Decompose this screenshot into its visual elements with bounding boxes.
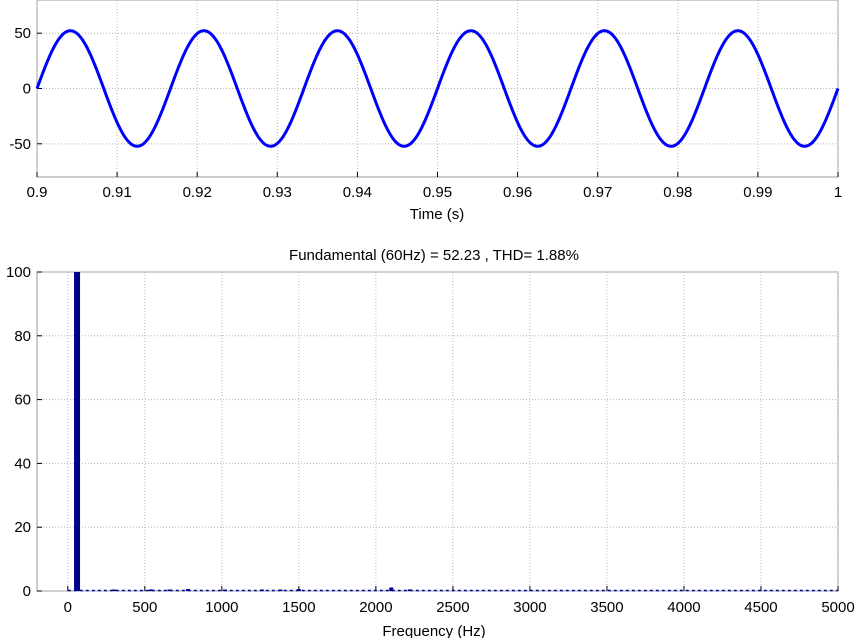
waveform-x-tick-label: 0.93 bbox=[263, 184, 292, 201]
waveform-y-tick-label: 0 bbox=[23, 81, 31, 98]
spectrum-plot-area bbox=[36, 271, 839, 592]
waveform-x-tick-label: 0.96 bbox=[503, 184, 532, 201]
waveform-x-tick-label: 0.99 bbox=[743, 184, 772, 201]
waveform-x-tick-label: 0.92 bbox=[183, 184, 212, 201]
waveform-x-tick-label: 0.95 bbox=[423, 184, 452, 201]
spectrum-bar bbox=[112, 589, 117, 591]
spectrum-y-tick-label: 80 bbox=[14, 328, 31, 345]
spectrum-axes: Fundamental (60Hz) = 52.23 , THD= 1.88% … bbox=[6, 247, 855, 638]
spectrum-x-tick-label: 5000 bbox=[821, 599, 854, 616]
spectrum-bar bbox=[407, 589, 412, 591]
waveform-x-tick-label: 1 bbox=[834, 184, 842, 201]
spectrum-y-tick-label: 40 bbox=[14, 455, 31, 472]
waveform-x-tick-label: 0.98 bbox=[663, 184, 692, 201]
waveform-grid bbox=[36, 0, 839, 177]
spectrum-x-tick-label: 3000 bbox=[513, 599, 546, 616]
spectrum-bar bbox=[148, 589, 153, 591]
spectrum-x-tick-label: 1500 bbox=[282, 599, 315, 616]
waveform-axes: 0.9 0.91 0.92 0.93 0.94 0.95 0.96 0.97 0.98 0.99 1… bbox=[9, 0, 842, 223]
spectrum-bars bbox=[67, 272, 838, 592]
spectrum-bar bbox=[389, 587, 394, 591]
waveform-x-tick-label: 0.9 bbox=[27, 184, 48, 201]
spectrum-y-tick-label: 60 bbox=[14, 392, 31, 409]
spectrum-x-tick-label: 4500 bbox=[744, 599, 777, 616]
waveform-y-tick-label: 50 bbox=[14, 25, 31, 42]
spectrum-y-tick-label: 0 bbox=[23, 583, 31, 600]
spectrum-x-tick-label: 3500 bbox=[590, 599, 623, 616]
spectrum-y-tick-label: 100 bbox=[6, 264, 31, 281]
spectrum-bar bbox=[185, 589, 190, 591]
waveform-series-line bbox=[35, 29, 840, 148]
spectrum-bar bbox=[278, 589, 283, 591]
spectrum-bar bbox=[167, 589, 172, 591]
waveform-x-axis-label: Time (s) bbox=[410, 206, 464, 223]
spectrum-x-tick-label: 2000 bbox=[359, 599, 392, 616]
waveform-x-tick-label: 0.97 bbox=[583, 184, 612, 201]
spectrum-x-tick-label: 2500 bbox=[436, 599, 469, 616]
spectrum-x-tick-label: 1000 bbox=[205, 599, 238, 616]
spectrum-x-tick-label: 4000 bbox=[667, 599, 700, 616]
spectrum-grid bbox=[37, 271, 839, 592]
waveform-x-tick-label: 0.94 bbox=[343, 184, 372, 201]
spectrum-bar bbox=[296, 589, 301, 591]
spectrum-bar bbox=[74, 272, 81, 591]
spectrum-bar bbox=[222, 589, 227, 591]
spectrum-x-tick-label: 500 bbox=[132, 599, 157, 616]
waveform-ticks: 0.9 0.91 0.92 0.93 0.94 0.95 0.96 0.97 0.98 0.99 1… bbox=[9, 25, 842, 201]
waveform-x-tick-label: 0.91 bbox=[102, 184, 131, 201]
waveform-y-tick-label: -50 bbox=[9, 136, 31, 153]
spectrum-x-axis-label: Frequency (Hz) bbox=[382, 623, 485, 638]
spectrum-title: Fundamental (60Hz) = 52.23 , THD= 1.88% bbox=[289, 247, 579, 264]
spectrum-ticks: 0 500 1000 1500 2000 2500 3000 3500 4000 4500 5000… bbox=[6, 264, 855, 616]
spectrum-bar bbox=[259, 589, 264, 591]
spectrum-y-tick-label: 20 bbox=[14, 519, 31, 536]
spectrum-x-tick-label: 0 bbox=[64, 599, 72, 616]
